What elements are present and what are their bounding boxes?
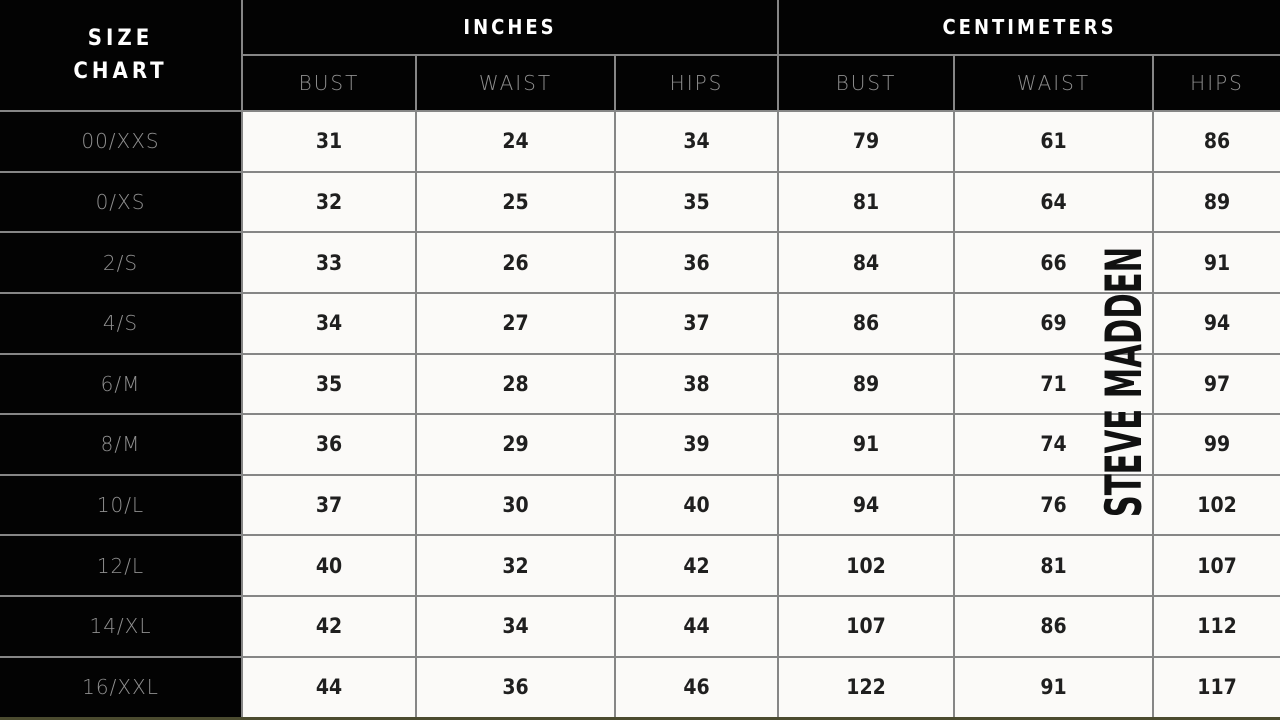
value-cell: 27 [415,291,616,355]
size-cell: 4/S [0,291,243,355]
value-cell: 35 [613,170,780,234]
value-cell: 86 [953,595,1155,658]
value-cell: 32 [241,170,417,234]
value-cell: 26 [415,231,616,294]
waist-centimeters-header: WAIST [953,54,1155,112]
value-cell: 28 [415,352,616,416]
value-cell: 36 [613,231,780,294]
value-cell: 91 [1152,231,1280,294]
value-cell: 91 [777,413,956,476]
size-chart-title-line2: CHART [73,59,168,84]
measure-header-row: BUST WAIST HIPS BUST WAIST HIPS [0,54,1280,112]
value-cell: 37 [613,291,780,355]
value-cell: 76 [953,473,1155,537]
value-cell: 117 [1152,655,1280,720]
value-cell: 97 [1152,352,1280,416]
size-chart-title: SIZE CHART [0,0,243,112]
value-cell: 84 [777,231,956,294]
value-cell: 89 [1152,170,1280,234]
value-cell: 81 [777,170,956,234]
value-cell: 89 [777,352,956,416]
table-row: 8/M 36 29 39 91 74 99 [0,413,1280,476]
table-row: 10/L 37 30 40 94 76 102 [0,473,1280,537]
value-cell: 44 [613,595,780,658]
value-cell: 79 [777,110,956,173]
size-cell: 14/XL [0,595,243,658]
table-row: 2/S 33 26 36 84 66 91 [0,231,1280,294]
hips-centimeters-header: HIPS [1152,54,1280,112]
centimeters-header: CENTIMETERS [777,0,1280,56]
value-cell: 99 [1152,413,1280,476]
value-cell: 107 [777,595,956,658]
value-cell: 112 [1152,595,1280,658]
value-cell: 35 [241,352,417,416]
bust-inches-header: BUST [242,54,417,112]
size-cell: 10/L [0,473,243,537]
value-cell: 38 [613,352,780,416]
value-cell: 66 [953,231,1155,294]
size-chart-title-line1: SIZE [87,26,154,51]
size-cell: 12/L [0,534,243,597]
inches-header: INCHES [240,0,780,56]
value-cell: 24 [415,110,616,173]
value-cell: 39 [613,413,780,476]
size-cell: 6/M [0,352,243,416]
value-cell: 74 [953,413,1155,476]
value-cell: 32 [415,534,616,597]
value-cell: 86 [777,291,956,355]
hips-inches-header: HIPS [613,54,780,112]
value-cell: 94 [777,473,956,537]
value-cell: 102 [777,534,956,597]
bust-centimeters-header: BUST [777,54,956,112]
value-cell: 102 [1152,473,1280,537]
table-row: 0/XS 32 25 35 81 64 89 [0,170,1280,234]
value-cell: 31 [241,110,417,173]
size-cell: 8/M [0,413,243,476]
table-row: 4/S 34 27 37 86 69 94 [0,291,1280,355]
value-cell: 81 [953,534,1155,597]
unit-header-row: SIZE CHART INCHES CENTIMETERS [0,0,1280,112]
value-cell: 71 [953,352,1155,416]
value-cell: 40 [613,473,780,537]
value-cell: 29 [415,413,616,476]
value-cell: 42 [241,595,417,658]
table-row: 16/XXL 44 36 46 122 91 117 [0,655,1280,720]
value-cell: 91 [953,655,1155,720]
value-cell: 64 [953,170,1155,234]
value-cell: 94 [1152,291,1280,355]
size-cell: 16/XXL [0,655,243,720]
table-row: 00/XXS 31 24 34 79 61 86 [0,110,1280,173]
value-cell: 107 [1152,534,1280,597]
size-cell: 2/S [0,231,243,294]
value-cell: 42 [613,534,780,597]
value-cell: 34 [415,595,616,658]
value-cell: 69 [953,291,1155,355]
table-row: 6/M 35 28 38 89 71 97 [0,352,1280,416]
value-cell: 86 [1152,110,1280,173]
size-cell: 0/XS [0,170,243,234]
value-cell: 33 [241,231,417,294]
value-cell: 40 [241,534,417,597]
table-row: 14/XL 42 34 44 107 86 112 [0,595,1280,658]
table-row: 12/L 40 32 42 102 81 107 [0,534,1280,597]
size-cell: 00/XXS [0,110,243,173]
value-cell: 37 [241,473,417,537]
value-cell: 46 [613,655,780,720]
value-cell: 25 [415,170,616,234]
value-cell: 44 [241,655,417,720]
value-cell: 36 [415,655,616,720]
value-cell: 34 [241,291,417,355]
value-cell: 30 [415,473,616,537]
value-cell: 61 [953,110,1155,173]
value-cell: 34 [613,110,780,173]
value-cell: 122 [777,655,956,720]
size-rows: 00/XXS 31 24 34 79 61 86 0/XS 32 25 35 81 64 89 2/S 33 2… [0,110,1280,720]
value-cell: 36 [241,413,417,476]
waist-inches-header: WAIST [415,54,616,112]
